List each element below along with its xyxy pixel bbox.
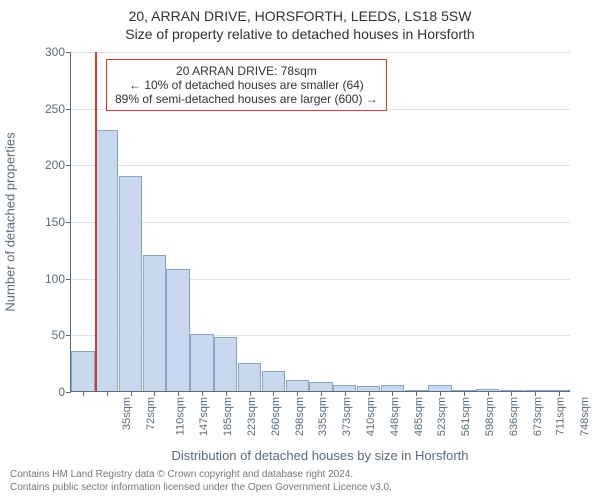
xtick-label: 561sqm: [460, 397, 472, 436]
histogram-bar: [190, 334, 213, 391]
xtick-mark: [83, 391, 84, 396]
ytick-label: 300: [45, 45, 71, 59]
xtick-mark: [250, 391, 251, 396]
xtick-mark: [511, 391, 512, 396]
histogram-bar: [119, 176, 142, 391]
xtick-mark: [559, 391, 560, 396]
xtick-label: 448sqm: [389, 397, 401, 436]
xtick-mark: [297, 391, 298, 396]
histogram-bar: [95, 130, 118, 391]
annotation-line-2: ← 10% of detached houses are smaller (64…: [115, 78, 378, 92]
xtick-mark: [464, 391, 465, 396]
property-marker-line: [95, 52, 97, 391]
xtick-label: 260sqm: [270, 397, 282, 436]
xtick-label: 598sqm: [484, 397, 496, 436]
xtick-label: 185sqm: [222, 397, 234, 436]
histogram-bar: [238, 363, 261, 391]
ytick-label: 250: [45, 102, 71, 116]
xtick-label: 485sqm: [413, 397, 425, 436]
histogram-bar: [309, 382, 332, 391]
xtick-mark: [226, 391, 227, 396]
gridline: [71, 165, 570, 166]
histogram-bar: [214, 337, 237, 391]
footer-line2: Contains public sector information licen…: [10, 481, 392, 494]
histogram-bar: [286, 380, 309, 391]
xtick-label: 72sqm: [145, 397, 157, 430]
xtick-mark: [131, 391, 132, 396]
xtick-mark: [202, 391, 203, 396]
footer: Contains HM Land Registry data © Crown c…: [10, 468, 392, 494]
xtick-mark: [345, 391, 346, 396]
annotation-box: 20 ARRAN DRIVE: 78sqm← 10% of detached h…: [106, 59, 387, 111]
xtick-mark: [107, 391, 108, 396]
xtick-mark: [488, 391, 489, 396]
xtick-mark: [535, 391, 536, 396]
xtick-label: 410sqm: [365, 397, 377, 436]
page-title-line1: 20, ARRAN DRIVE, HORSFORTH, LEEDS, LS18 …: [0, 8, 600, 24]
xtick-label: 147sqm: [198, 397, 210, 436]
ytick-label: 150: [45, 215, 71, 229]
xtick-mark: [178, 391, 179, 396]
xtick-mark: [321, 391, 322, 396]
plot-area: 05010015020025030035sqm72sqm110sqm147sqm…: [70, 52, 570, 392]
x-axis-title: Distribution of detached houses by size …: [70, 448, 570, 463]
ytick-label: 50: [52, 328, 71, 342]
xtick-label: 373sqm: [341, 397, 353, 436]
ytick-label: 200: [45, 158, 71, 172]
ytick-label: 100: [45, 272, 71, 286]
gridline: [71, 52, 570, 53]
y-axis-title: Number of detached properties: [3, 132, 18, 311]
histogram-bar: [262, 371, 285, 391]
xtick-label: 335sqm: [318, 397, 330, 436]
histogram-bar: [143, 255, 166, 391]
chart-container: 20, ARRAN DRIVE, HORSFORTH, LEEDS, LS18 …: [0, 0, 600, 500]
xtick-mark: [392, 391, 393, 396]
footer-line1: Contains HM Land Registry data © Crown c…: [10, 468, 392, 481]
gridline: [71, 222, 570, 223]
annotation-line-3: 89% of semi-detached houses are larger (…: [115, 92, 378, 106]
xtick-label: 636sqm: [508, 397, 520, 436]
xtick-mark: [273, 391, 274, 396]
histogram-bar: [71, 351, 94, 391]
histogram-bar: [166, 269, 189, 391]
annotation-line-1: 20 ARRAN DRIVE: 78sqm: [115, 64, 378, 78]
title-block: 20, ARRAN DRIVE, HORSFORTH, LEEDS, LS18 …: [0, 0, 600, 42]
xtick-label: 223sqm: [246, 397, 258, 436]
xtick-label: 35sqm: [121, 397, 133, 430]
xtick-label: 523sqm: [437, 397, 449, 436]
xtick-label: 748sqm: [579, 397, 591, 436]
xtick-mark: [440, 391, 441, 396]
xtick-label: 110sqm: [174, 397, 186, 435]
xtick-mark: [416, 391, 417, 396]
xtick-label: 711sqm: [555, 397, 567, 435]
ytick-label: 0: [58, 385, 71, 399]
xtick-mark: [369, 391, 370, 396]
page-title-line2: Size of property relative to detached ho…: [0, 26, 600, 42]
xtick-label: 673sqm: [532, 397, 544, 436]
xtick-label: 298sqm: [294, 397, 306, 436]
xtick-mark: [154, 391, 155, 396]
